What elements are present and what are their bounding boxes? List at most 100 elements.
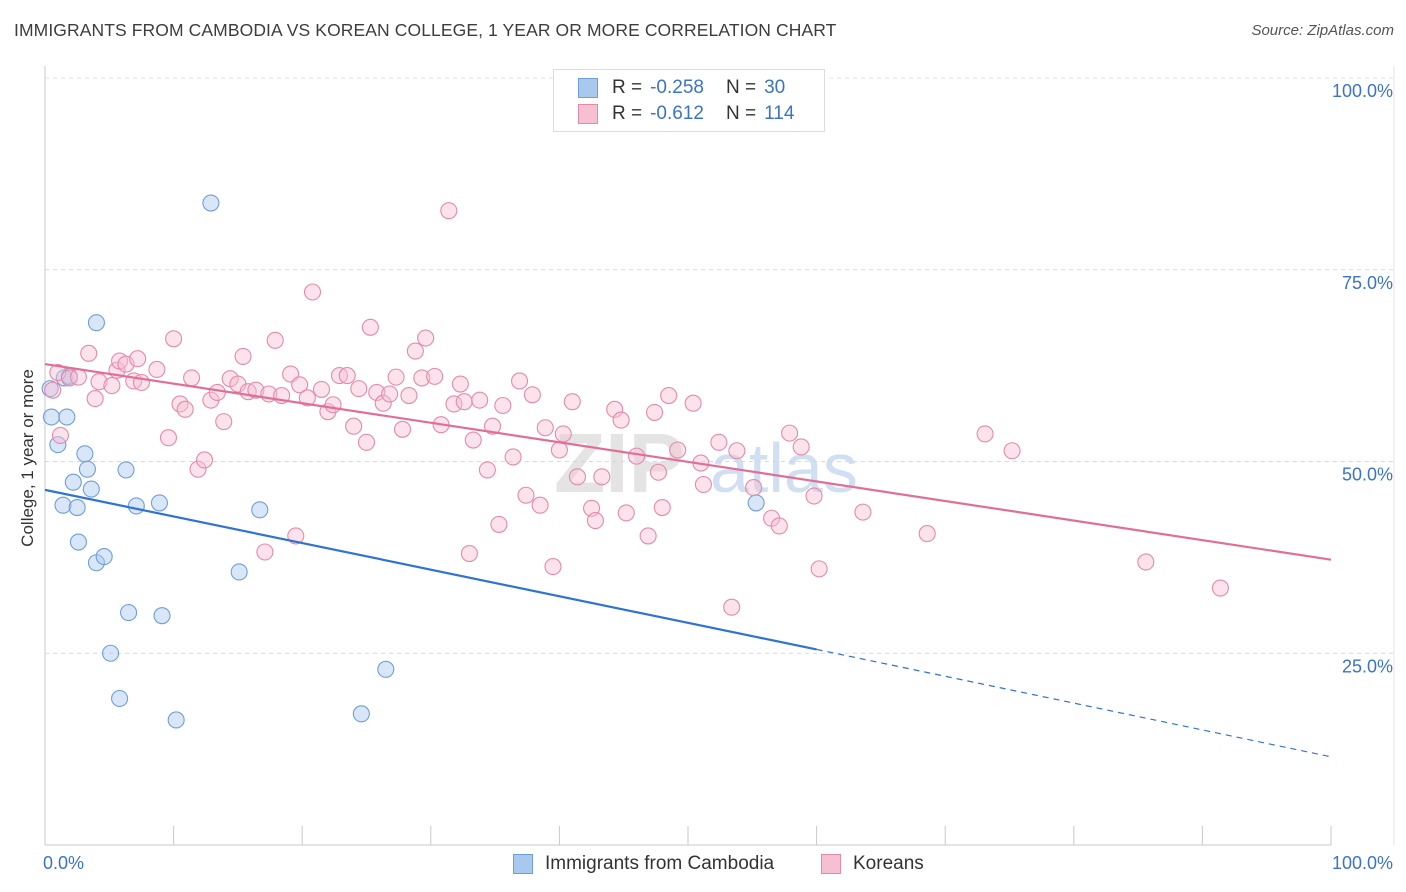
- scatter-point: [58, 408, 76, 426]
- scatter-point: [64, 473, 82, 491]
- scatter-point: [400, 386, 418, 405]
- scatter-point: [510, 372, 529, 390]
- bottom-legend-cambodia: Immigrants from Cambodia: [513, 852, 774, 876]
- scatter-point: [129, 350, 147, 368]
- scatter-point: [544, 558, 562, 576]
- y-axis-label: College, 1 year or more: [18, 369, 37, 547]
- scatter-point: [628, 447, 646, 465]
- legend-swatch-cambodia: [578, 78, 598, 98]
- scatter-point: [445, 395, 463, 413]
- scatter-point: [669, 441, 687, 459]
- scatter-point: [374, 394, 392, 412]
- scatter-point: [918, 525, 936, 543]
- scatter-point: [103, 377, 121, 395]
- scatter-point: [76, 445, 94, 463]
- scatter-point: [483, 417, 502, 435]
- scatter-point: [303, 283, 322, 301]
- scatter-point: [82, 480, 100, 498]
- scatter-point: [471, 391, 489, 409]
- scatter-point: [550, 441, 568, 459]
- y-tick-label: 100.0%: [1332, 81, 1393, 101]
- scatter-point: [189, 460, 207, 478]
- scatter-point: [338, 367, 356, 385]
- chart-source: Source: ZipAtlas.com: [1251, 22, 1394, 39]
- scatter-point: [247, 381, 265, 399]
- scatter-point: [1137, 553, 1155, 571]
- legend-r-value: -0.612: [650, 103, 704, 124]
- legend-r-value: -0.258: [650, 77, 704, 98]
- legend-r-label: R =: [612, 103, 643, 124]
- x-tick-label: 100.0%: [1332, 853, 1393, 873]
- series-koreans-points: [44, 202, 1229, 616]
- y-tick-label: 25.0%: [1342, 656, 1393, 676]
- scatter-point: [554, 425, 572, 443]
- scatter-point: [586, 512, 604, 530]
- y-tick-label: 75.0%: [1342, 273, 1393, 293]
- scatter-point: [127, 497, 145, 515]
- scatter-point: [694, 475, 712, 494]
- scatter-point: [102, 644, 120, 662]
- scatter-point: [455, 393, 473, 411]
- scatter-point: [464, 431, 482, 449]
- scatter-point: [208, 383, 226, 402]
- scatter-point: [312, 380, 331, 398]
- scatter-point: [593, 468, 611, 486]
- legend-row-cambodia: R = -0.258 N = 30: [578, 76, 785, 100]
- scatter-point: [639, 527, 657, 545]
- scatter-point: [60, 369, 78, 387]
- scatter-point: [781, 424, 799, 442]
- scatter-point: [854, 503, 872, 521]
- scatter-point: [1003, 442, 1021, 460]
- trend-line-extension: [816, 648, 1332, 758]
- scatter-point: [393, 420, 412, 438]
- scatter-point: [266, 331, 284, 349]
- scatter-point: [345, 417, 363, 435]
- watermark: ZIP: [554, 416, 685, 510]
- scatter-point: [167, 711, 185, 729]
- scatter-point: [95, 548, 113, 566]
- scatter-point: [770, 517, 788, 535]
- scatter-point: [523, 386, 541, 404]
- scatter-point: [176, 400, 194, 418]
- legend-n-label: N =: [725, 77, 757, 98]
- scatter-point: [44, 381, 62, 399]
- scatter-point: [148, 360, 166, 379]
- scatter-point: [80, 344, 98, 362]
- scatter-point: [87, 314, 105, 332]
- scatter-points: [41, 194, 1229, 729]
- bottom-legend-label-cambodia: Immigrants from Cambodia: [545, 853, 775, 874]
- scatter-point: [684, 394, 702, 412]
- scatter-point: [234, 347, 252, 365]
- bottom-legend-label-koreans: Koreans: [853, 853, 924, 874]
- scatter-point: [728, 442, 746, 460]
- scatter-point: [563, 393, 581, 411]
- scatter-point: [69, 533, 87, 551]
- scatter-point: [86, 390, 104, 408]
- scatter-point: [150, 494, 169, 512]
- scatter-point: [183, 369, 201, 387]
- correlation-legend: R = -0.258 N = 30 R = -0.612 N = 114: [553, 69, 825, 132]
- series-cambodia-points: [41, 194, 765, 729]
- scatter-point: [153, 607, 171, 625]
- scatter-point: [69, 368, 87, 386]
- scatter-point: [291, 376, 309, 394]
- scatter-point: [460, 544, 478, 563]
- scatter-point: [440, 202, 458, 220]
- scatter-point: [51, 426, 69, 444]
- scatter-point: [805, 487, 823, 505]
- scatter-point: [350, 380, 368, 398]
- scatter-point: [451, 375, 469, 393]
- scatter-point: [531, 496, 549, 514]
- scatter-point: [646, 403, 664, 421]
- bottom-legend-koreans: Koreans: [821, 852, 924, 876]
- scatter-point: [298, 389, 316, 407]
- scatter-point: [612, 411, 630, 429]
- scatter-point: [810, 560, 828, 578]
- scatter-point: [377, 660, 395, 678]
- scatter-point: [361, 318, 379, 336]
- scatter-point: [171, 395, 189, 413]
- scatter-point: [792, 438, 810, 456]
- scatter-point: [478, 461, 496, 479]
- scatter-point: [41, 380, 59, 398]
- scatter-point: [649, 463, 667, 481]
